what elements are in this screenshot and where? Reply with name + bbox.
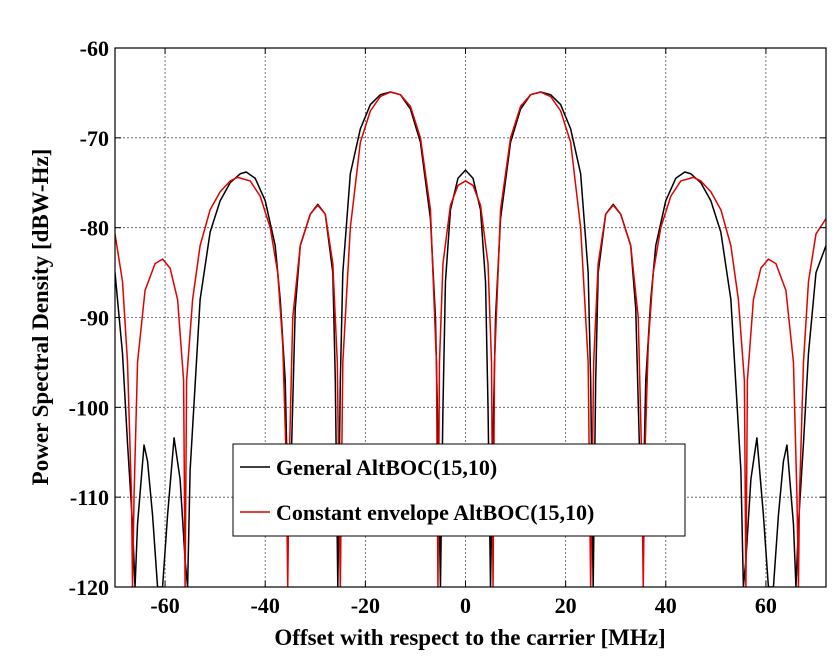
- y-tick-label: -80: [80, 216, 109, 241]
- legend: General AltBOC(15,10) Constant envelope …: [232, 443, 686, 537]
- x-axis-ticks: -60 -40 -20 0 20 40 60: [150, 48, 777, 618]
- series-line-general-altboc: [115, 91, 826, 587]
- x-tick-label: 60: [755, 593, 777, 618]
- x-tick-label: -60: [150, 593, 179, 618]
- plot-area: [115, 91, 826, 587]
- x-axis-label: Offset with respect to the carrier [MHz]: [274, 625, 665, 650]
- x-tick-label: 20: [555, 593, 577, 618]
- series-line-constant-envelope-altboc: [115, 91, 826, 587]
- series-layer: [115, 91, 826, 587]
- y-tick-label: -90: [80, 306, 109, 331]
- legend-label-general: General AltBOC(15,10): [276, 455, 497, 480]
- legend-box: [232, 443, 686, 537]
- x-tick-label: -20: [351, 593, 380, 618]
- x-tick-label: 40: [655, 593, 677, 618]
- y-axis-ticks: -120 -110 -100 -90 -80 -70 -60: [69, 36, 826, 600]
- y-axis-label: Power Spectral Density [dBW-Hz]: [28, 149, 53, 486]
- y-tick-label: -60: [80, 36, 109, 61]
- y-tick-label: -100: [69, 395, 109, 420]
- y-tick-label: -70: [80, 126, 109, 151]
- legend-label-constant-envelope: Constant envelope AltBOC(15,10): [276, 500, 594, 525]
- x-tick-label: 0: [460, 593, 471, 618]
- y-tick-label: -120: [69, 575, 109, 600]
- x-tick-label: -40: [251, 593, 280, 618]
- y-tick-label: -110: [70, 485, 109, 510]
